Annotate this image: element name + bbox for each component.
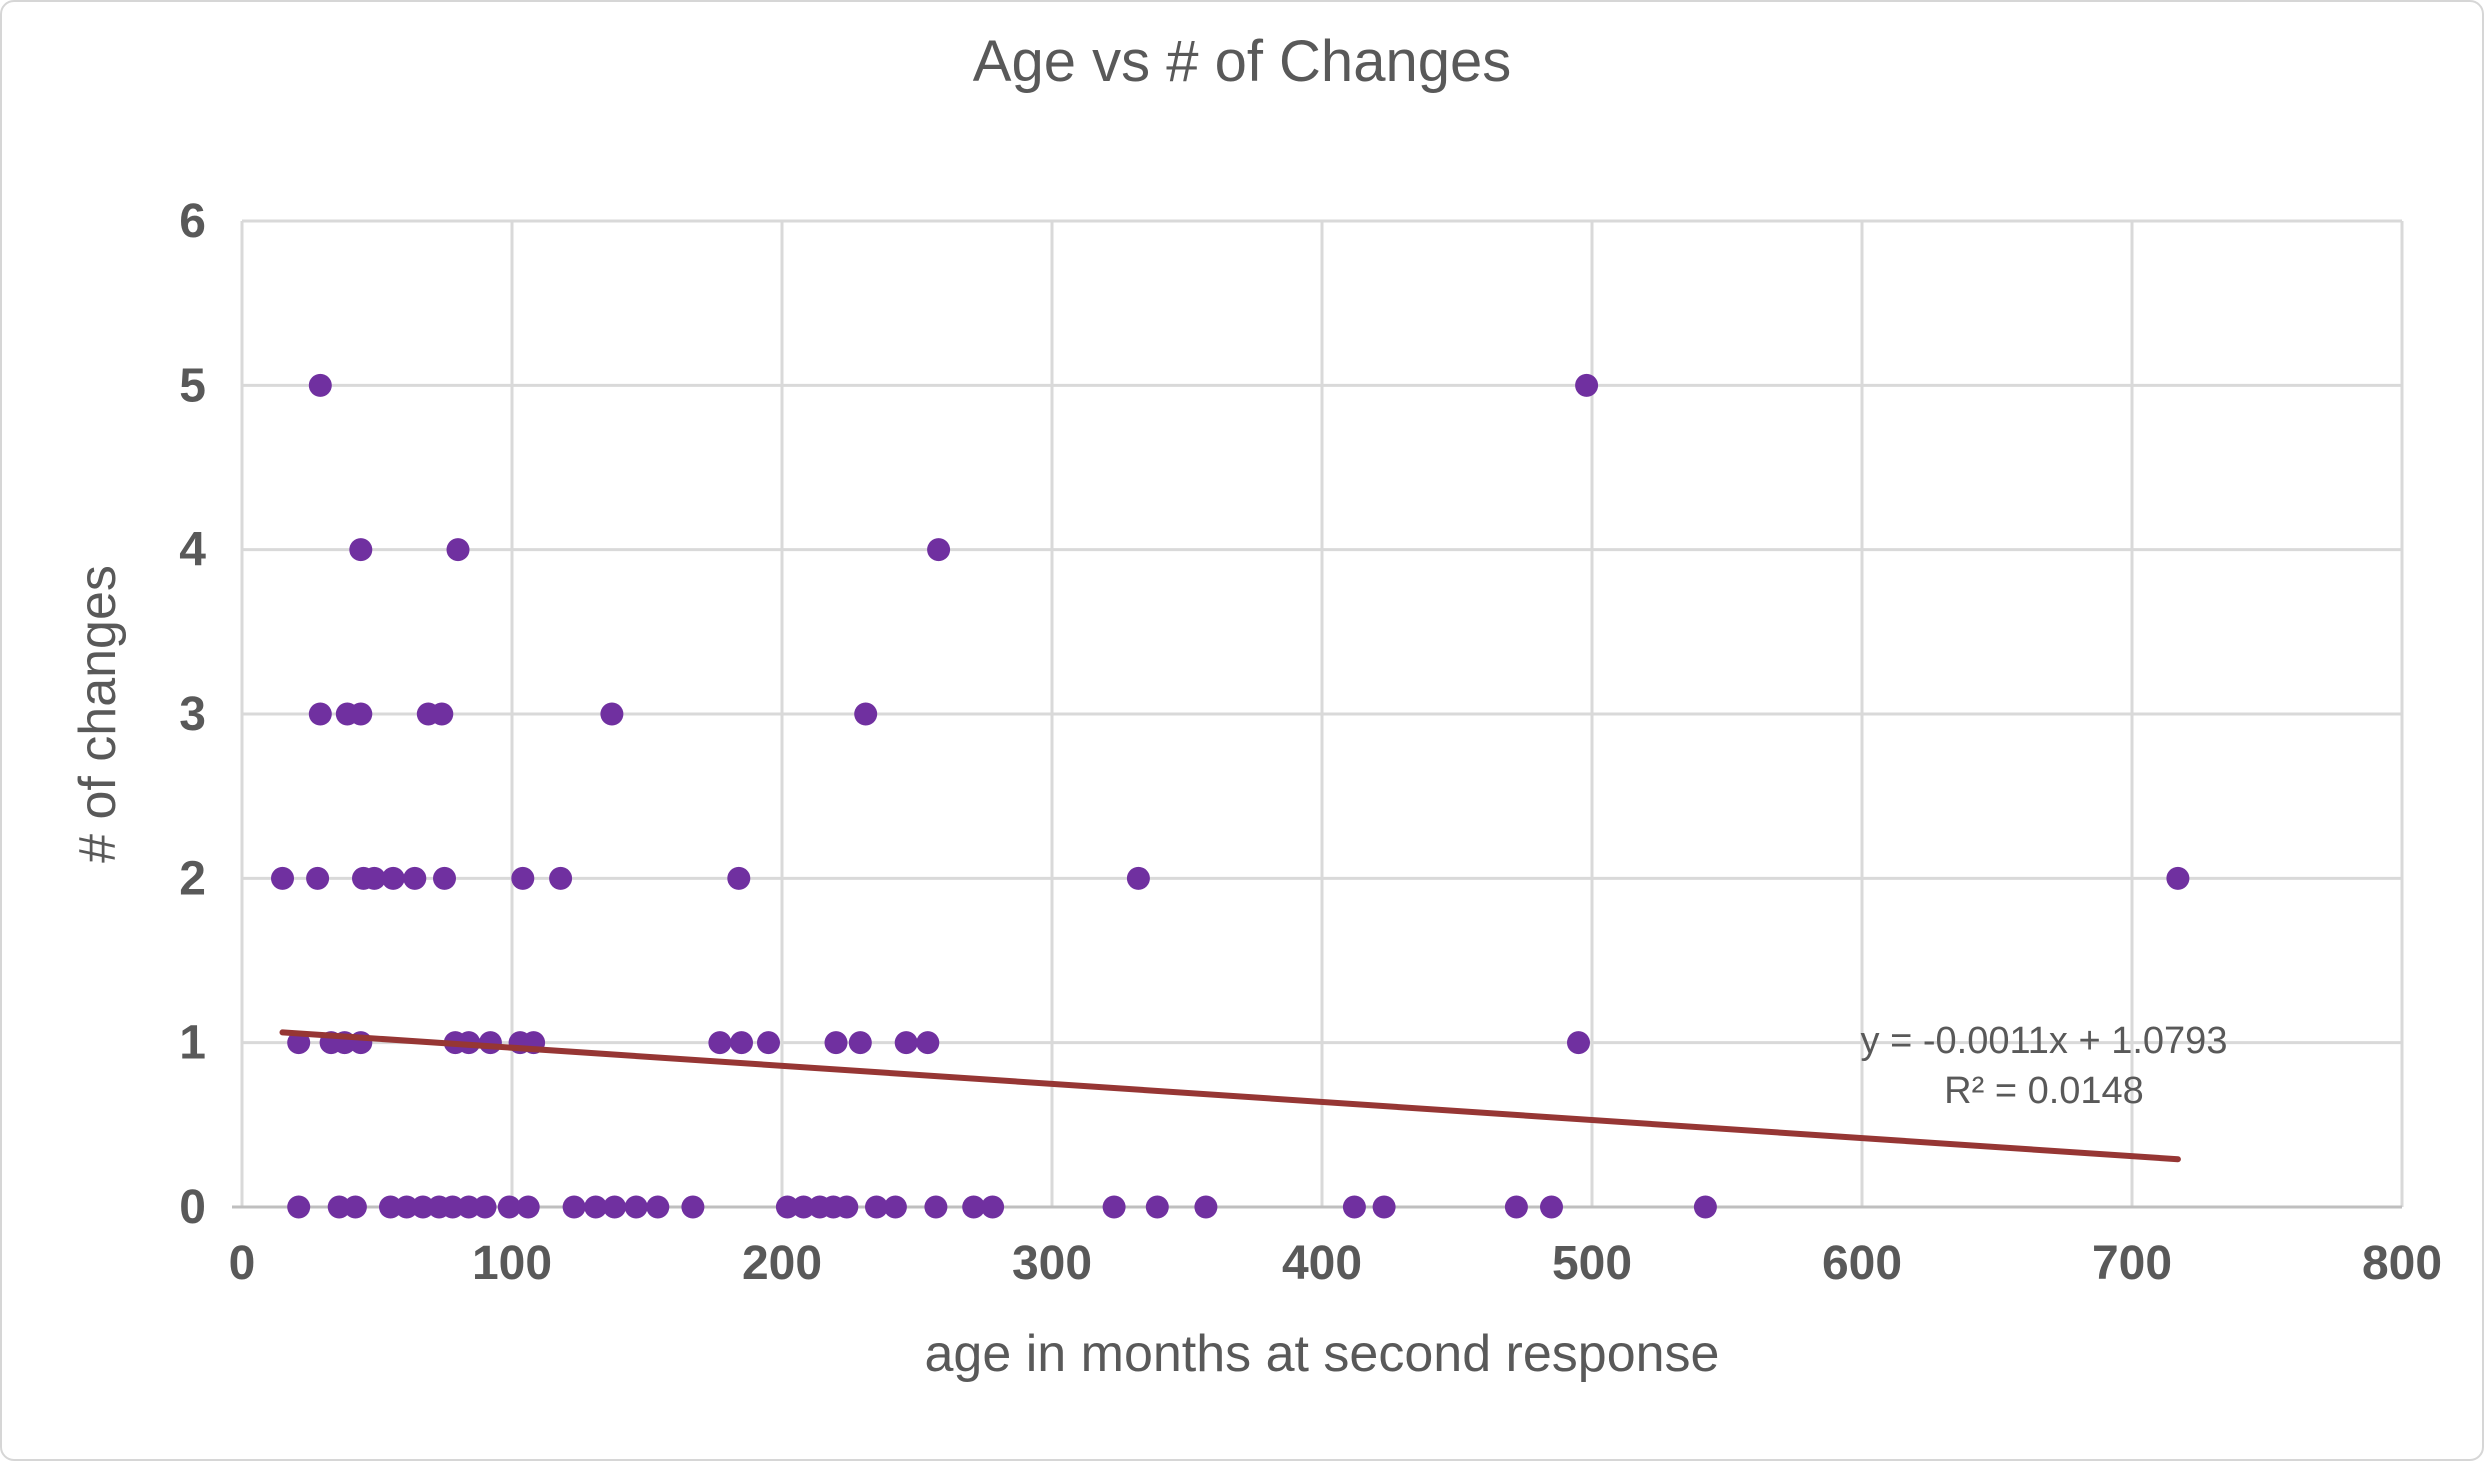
y-tick-label: 2 <box>179 852 206 905</box>
data-point <box>1575 373 1599 397</box>
y-tick-label: 0 <box>179 1181 206 1234</box>
trendline-equation: y = -0.0011x + 1.0793 <box>1860 1020 2228 1062</box>
chart-title: Age vs # of Changes <box>972 29 1512 94</box>
y-tick-label: 3 <box>179 688 206 741</box>
data-point <box>1567 1031 1590 1055</box>
data-point <box>981 1195 1005 1219</box>
x-tick-label: 300 <box>1012 1237 1092 1290</box>
x-tick-label: 200 <box>742 1237 822 1290</box>
data-point <box>457 1195 481 1219</box>
data-point <box>1372 1195 1396 1219</box>
data-point <box>562 1195 586 1219</box>
data-point <box>681 1195 705 1219</box>
data-point <box>306 866 330 890</box>
y-tick-label: 6 <box>179 195 206 248</box>
trendline-annotation: y = -0.0011x + 1.0793 R² = 0.0148 <box>1794 1016 2294 1116</box>
x-tick-label: 800 <box>2362 1237 2442 1290</box>
data-point <box>757 1031 780 1055</box>
data-point <box>865 1195 888 1219</box>
data-point <box>287 1195 311 1219</box>
x-tick-label: 700 <box>2092 1237 2172 1290</box>
data-point <box>441 1195 465 1219</box>
data-point <box>883 1195 907 1219</box>
data-point <box>792 1195 816 1219</box>
data-point <box>381 866 405 890</box>
data-point <box>603 1195 627 1219</box>
data-point <box>1540 1195 1563 1219</box>
y-tick-label: 5 <box>179 359 206 412</box>
data-point <box>1145 1195 1169 1219</box>
data-point <box>403 866 427 890</box>
y-tick-label: 4 <box>179 524 206 577</box>
data-point <box>730 1031 753 1055</box>
data-point <box>848 1031 872 1055</box>
data-point <box>708 1031 732 1055</box>
data-point <box>916 1031 940 1055</box>
data-point <box>962 1195 986 1219</box>
y-axis-title-text: # of changes <box>69 565 127 863</box>
data-point <box>511 866 535 890</box>
data-point <box>430 702 454 726</box>
data-point <box>271 866 294 890</box>
data-point <box>1504 1195 1528 1219</box>
data-point <box>727 866 751 890</box>
data-point <box>473 1195 497 1219</box>
data-point <box>343 1195 367 1219</box>
x-tick-label: 400 <box>1282 1237 1362 1290</box>
data-point <box>327 1195 351 1219</box>
data-point <box>824 1031 848 1055</box>
x-tick-label: 600 <box>1822 1237 1902 1290</box>
data-point <box>854 702 878 726</box>
data-point <box>927 538 951 562</box>
data-point <box>1194 1195 1218 1219</box>
trendline-r-squared: R² = 0.0148 <box>1944 1070 2144 1112</box>
data-point <box>584 1195 608 1219</box>
data-point <box>308 373 332 397</box>
data-point <box>497 1195 521 1219</box>
data-point <box>1126 866 1150 890</box>
y-tick-label: 1 <box>179 1017 206 1070</box>
data-point <box>379 1195 402 1219</box>
data-point <box>308 702 332 726</box>
data-point <box>624 1195 648 1219</box>
data-point <box>349 538 373 562</box>
data-point <box>1693 1195 1717 1219</box>
data-point <box>349 702 373 726</box>
data-point <box>924 1195 948 1219</box>
data-point <box>1102 1195 1126 1219</box>
data-point <box>362 866 386 890</box>
data-point <box>2166 866 2190 890</box>
data-point <box>516 1195 540 1219</box>
x-tick-label: 100 <box>472 1237 552 1290</box>
data-point <box>646 1195 670 1219</box>
data-point <box>775 1195 799 1219</box>
data-point <box>411 1195 435 1219</box>
data-point <box>835 1195 859 1219</box>
data-point <box>287 1031 311 1055</box>
data-point <box>433 866 456 890</box>
data-point <box>446 538 470 562</box>
x-tick-label: 500 <box>1552 1237 1632 1290</box>
data-point <box>1342 1195 1366 1219</box>
x-axis-title: age in months at second response <box>924 1325 1720 1383</box>
data-point <box>395 1195 419 1219</box>
trendline <box>279 1029 2181 1163</box>
data-point <box>549 866 573 890</box>
data-point <box>600 702 624 726</box>
data-point <box>478 1031 502 1055</box>
data-point <box>894 1031 918 1055</box>
x-tick-label: 0 <box>229 1237 256 1290</box>
